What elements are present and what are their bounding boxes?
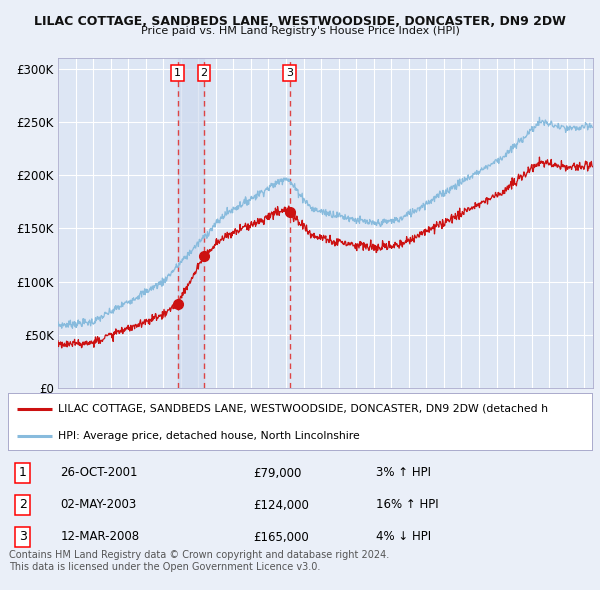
Text: 4% ↓ HPI: 4% ↓ HPI: [376, 530, 431, 543]
Text: 3: 3: [286, 68, 293, 78]
Text: 1: 1: [19, 467, 26, 480]
Text: £124,000: £124,000: [253, 499, 309, 512]
Text: 12-MAR-2008: 12-MAR-2008: [61, 530, 140, 543]
Text: 02-MAY-2003: 02-MAY-2003: [61, 499, 137, 512]
Text: 2: 2: [200, 68, 208, 78]
Text: LILAC COTTAGE, SANDBEDS LANE, WESTWOODSIDE, DONCASTER, DN9 2DW (detached h: LILAC COTTAGE, SANDBEDS LANE, WESTWOODSI…: [58, 404, 548, 414]
Text: Price paid vs. HM Land Registry's House Price Index (HPI): Price paid vs. HM Land Registry's House …: [140, 26, 460, 36]
Text: £79,000: £79,000: [253, 467, 302, 480]
Text: This data is licensed under the Open Government Licence v3.0.: This data is licensed under the Open Gov…: [9, 562, 320, 572]
Text: HPI: Average price, detached house, North Lincolnshire: HPI: Average price, detached house, Nort…: [58, 431, 359, 441]
Text: 3: 3: [19, 530, 26, 543]
Text: 3% ↑ HPI: 3% ↑ HPI: [376, 467, 431, 480]
Text: 26-OCT-2001: 26-OCT-2001: [61, 467, 138, 480]
Bar: [178, 58, 204, 388]
Text: Contains HM Land Registry data © Crown copyright and database right 2024.: Contains HM Land Registry data © Crown c…: [9, 550, 389, 560]
Text: 1: 1: [174, 68, 181, 78]
Text: 2: 2: [19, 499, 26, 512]
Text: £165,000: £165,000: [253, 530, 309, 543]
Text: LILAC COTTAGE, SANDBEDS LANE, WESTWOODSIDE, DONCASTER, DN9 2DW: LILAC COTTAGE, SANDBEDS LANE, WESTWOODSI…: [34, 15, 566, 28]
Text: 16% ↑ HPI: 16% ↑ HPI: [376, 499, 439, 512]
